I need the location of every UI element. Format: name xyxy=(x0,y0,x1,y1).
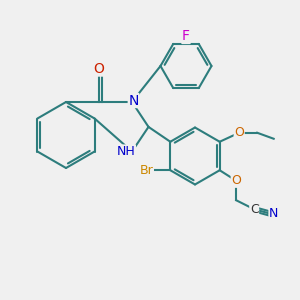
Text: N: N xyxy=(128,94,139,107)
Text: Br: Br xyxy=(140,164,153,177)
Text: F: F xyxy=(182,29,190,44)
Text: O: O xyxy=(94,62,104,76)
Text: O: O xyxy=(231,174,241,187)
Text: C: C xyxy=(250,203,259,216)
Text: N: N xyxy=(269,207,278,220)
Text: O: O xyxy=(234,126,244,139)
Text: NH: NH xyxy=(117,145,135,158)
